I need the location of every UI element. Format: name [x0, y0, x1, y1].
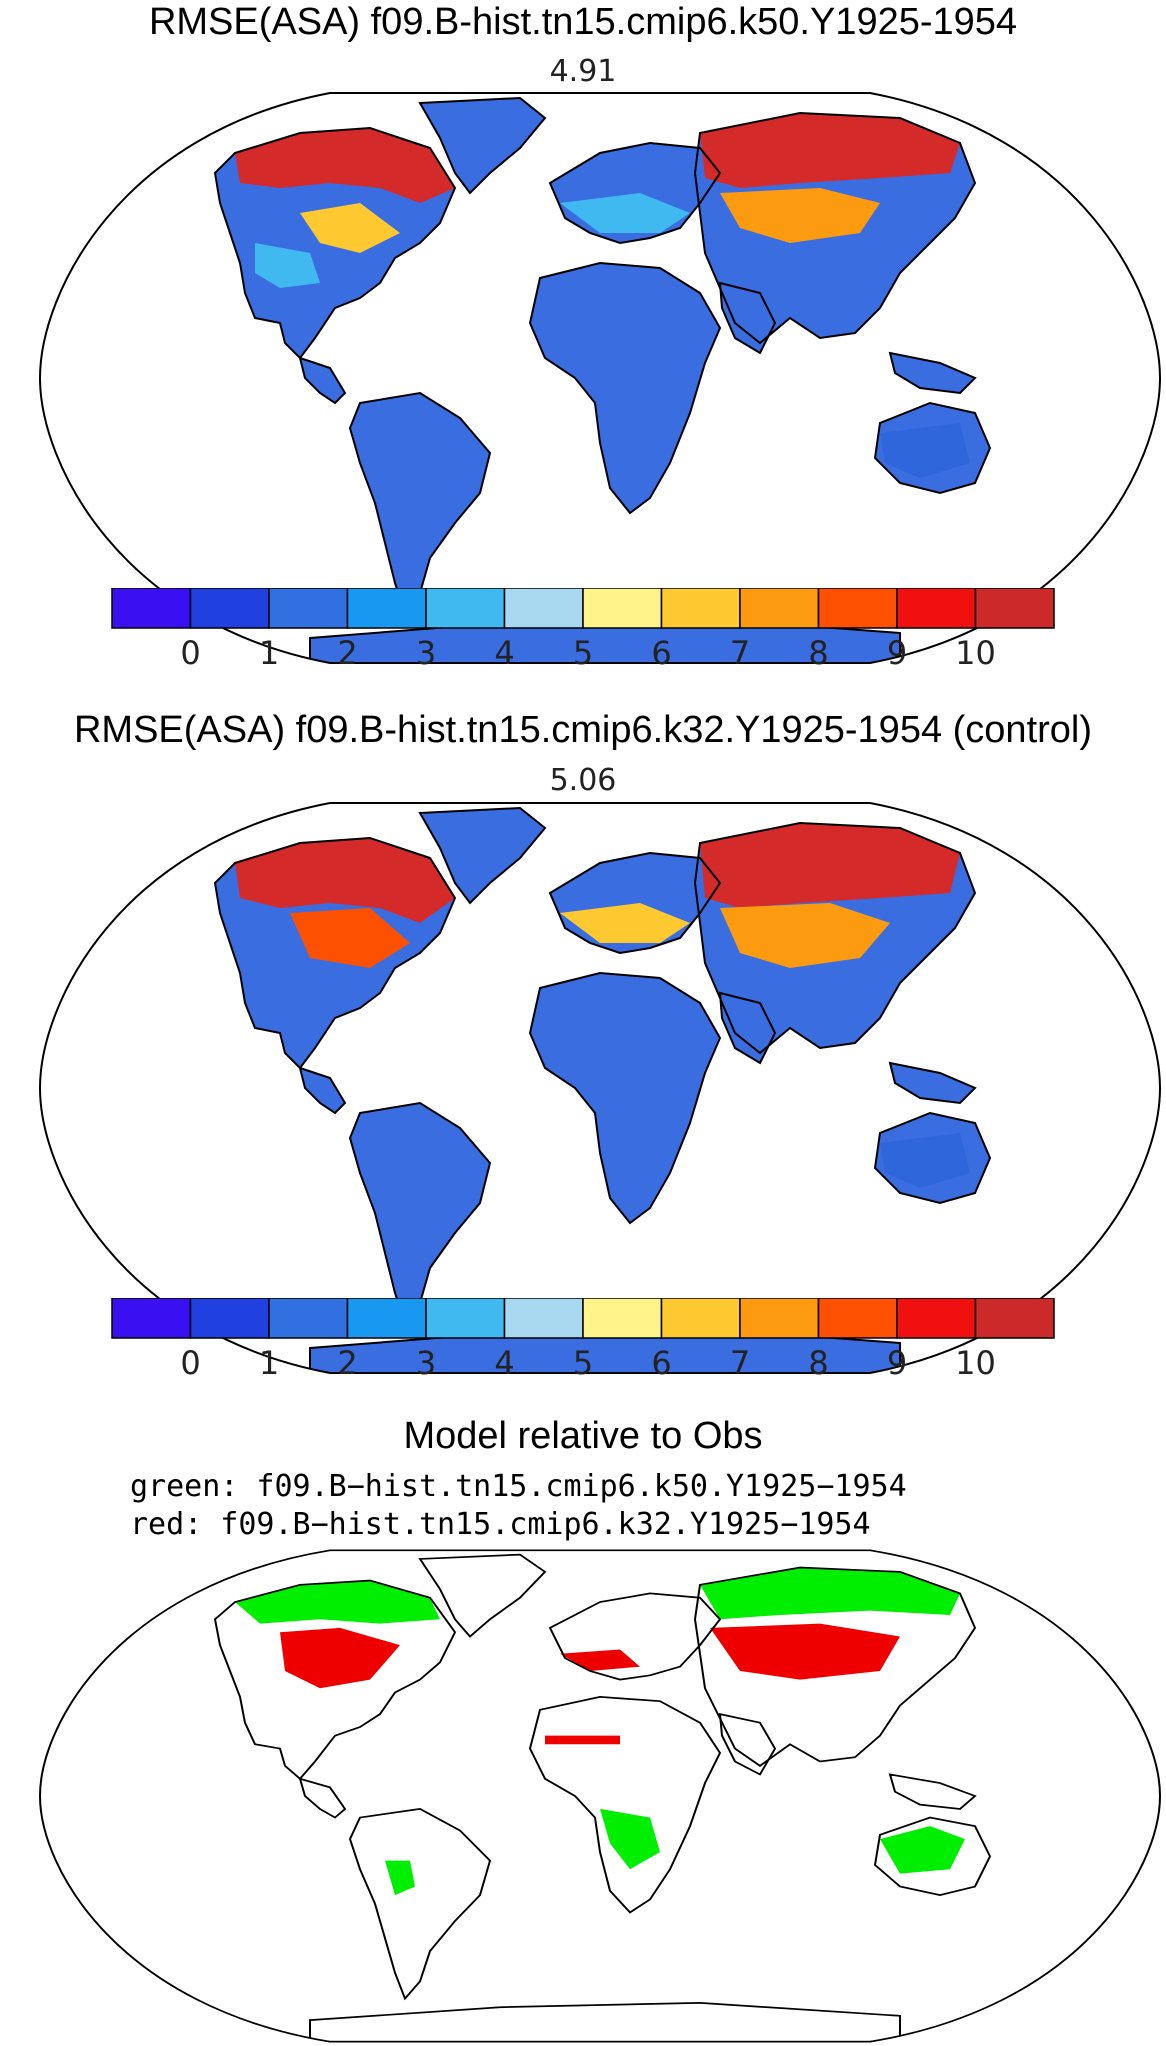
panel-2-colorbar-swatch-11 — [974, 1298, 1055, 1339]
panel-2-colorbar-swatch-1 — [189, 1298, 270, 1339]
panel-2-colorbar-swatch-0 — [111, 1298, 192, 1339]
panel-1-colorbar-tick-3: 3 — [416, 634, 436, 668]
panel-1-colorbar-swatch-2 — [268, 588, 349, 629]
panel-1-colorbar-swatch-5 — [503, 588, 584, 629]
panel-1-title: RMSE(ASA) f09.B-hist.tn15.cmip6.k50.Y192… — [148, 1, 1018, 43]
panel-2-colorbar-tick-8: 8 — [808, 1344, 828, 1378]
panel-2-colorbar-swatch-9 — [817, 1298, 898, 1339]
panel-1-colorbar-tick-10: 10 — [955, 634, 996, 668]
panel-2-colorbar-tick-2: 2 — [337, 1344, 357, 1378]
panel-1-colorbar-tick-4: 4 — [494, 634, 514, 668]
panel-1-colorbar-tick-5: 5 — [573, 634, 593, 668]
panel-1-map — [38, 92, 1162, 664]
panel-1-colorbar-swatch-4 — [425, 588, 506, 629]
panel-2-colorbar-swatch-3 — [346, 1298, 427, 1339]
panel-1-colorbar-swatch-0 — [111, 588, 192, 629]
panel-1-colorbar-tick-8: 8 — [808, 634, 828, 668]
panel-2-colorbar-tick-5: 5 — [573, 1344, 593, 1378]
panel-1-colorbar-swatch-3 — [346, 588, 427, 629]
panel-2-colorbar-swatch-5 — [503, 1298, 584, 1339]
panel-2-colorbar-swatch-8 — [739, 1298, 820, 1339]
panel-2-title: RMSE(ASA) f09.B-hist.tn15.cmip6.k32.Y192… — [73, 709, 1093, 751]
panel-1-colorbar-tick-2: 2 — [337, 634, 357, 668]
panel-1-colorbar-tick-9: 9 — [887, 634, 907, 668]
panel-2-map — [38, 802, 1162, 1374]
panel-2-colorbar-tick-6: 6 — [651, 1344, 671, 1378]
panel-1-colorbar-swatch-6 — [582, 588, 663, 629]
panel-2-colorbar-swatch-6 — [582, 1298, 663, 1339]
panel-2-colorbar-swatch-2 — [268, 1298, 349, 1339]
comparison-legend-green: green: f09.B−hist.tn15.cmip6.k50.Y1925−1… — [130, 1469, 907, 1504]
panel-1-colorbar-tick-0: 0 — [180, 634, 200, 668]
panel-1-colorbar-swatch-10 — [896, 588, 977, 629]
panel-1-colorbar-tick-7: 7 — [730, 634, 750, 668]
panel-1-global-value: 4.91 — [549, 54, 617, 89]
panel-1-colorbar-swatch-8 — [739, 588, 820, 629]
comparison-title: Model relative to Obs — [403, 1415, 763, 1457]
comparison-map — [38, 1549, 1162, 2043]
panel-1-colorbar-swatch-7 — [660, 588, 741, 629]
panel-1-colorbar: 0 1 2 3 4 5 6 7 8 9 10 — [111, 588, 1055, 668]
panel-2-colorbar-tick-0: 0 — [180, 1344, 200, 1378]
panel-1-colorbar-tick-1: 1 — [259, 634, 279, 668]
panel-2-colorbar-tick-9: 9 — [887, 1344, 907, 1378]
panel-2-colorbar-tick-10: 10 — [955, 1344, 996, 1378]
comparison-legend-red: red: f09.B−hist.tn15.cmip6.k32.Y1925−195… — [130, 1507, 871, 1542]
panel-1-colorbar-swatch-1 — [189, 588, 270, 629]
panel-2-colorbar-swatch-7 — [660, 1298, 741, 1339]
panel-2-colorbar-tick-1: 1 — [259, 1344, 279, 1378]
panel-1-colorbar-swatch-11 — [974, 588, 1055, 629]
panel-2-colorbar-tick-7: 7 — [730, 1344, 750, 1378]
panel-2-global-value: 5.06 — [549, 763, 617, 798]
panel-2-colorbar-tick-4: 4 — [494, 1344, 514, 1378]
panel-2-colorbar-tick-3: 3 — [416, 1344, 436, 1378]
panel-2-colorbar-swatch-4 — [425, 1298, 506, 1339]
panel-1-colorbar-tick-6: 6 — [651, 634, 671, 668]
panel-2-colorbar-swatch-10 — [896, 1298, 977, 1339]
panel-2-colorbar: 0 1 2 3 4 5 6 7 8 9 10 — [111, 1298, 1055, 1378]
panel-1-colorbar-swatch-9 — [817, 588, 898, 629]
